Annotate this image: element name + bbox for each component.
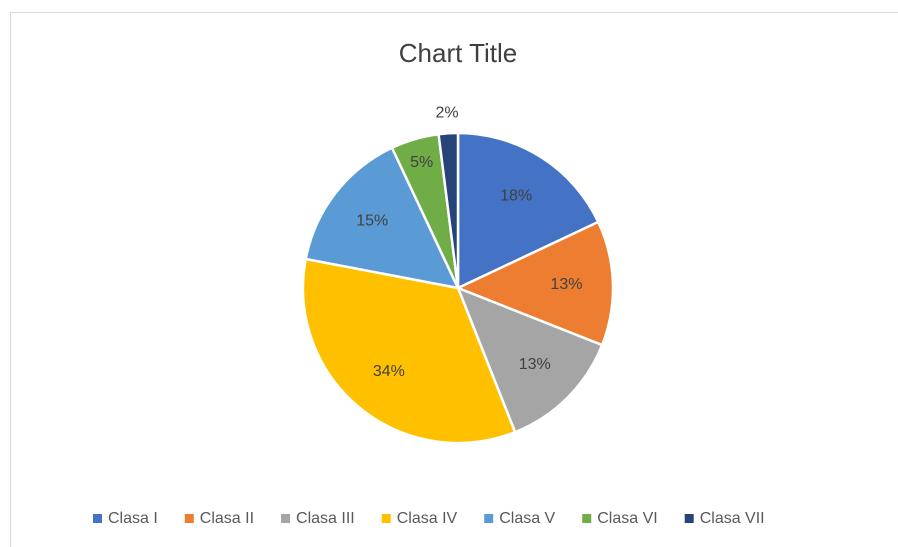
- data-label: 15%: [356, 213, 388, 230]
- legend-label: Clasa V: [499, 510, 555, 527]
- pie-slice: [437, 131, 460, 289]
- legend-label: Clasa I: [108, 510, 158, 527]
- pie-slice: [304, 146, 461, 290]
- pie-slice: [455, 285, 604, 434]
- legend-swatch: [281, 514, 291, 523]
- legend-label: Clasa IV: [397, 510, 458, 527]
- legend-swatch: [684, 514, 694, 523]
- legend-swatch: [582, 514, 592, 523]
- data-label: 2%: [435, 105, 458, 122]
- data-label: 5%: [410, 154, 433, 171]
- legend-swatch: [93, 514, 102, 523]
- legend-label: Clasa III: [296, 510, 355, 527]
- data-label: 13%: [550, 276, 582, 293]
- data-label: 13%: [519, 356, 551, 373]
- legend-swatch: [381, 514, 391, 523]
- pie-slice: [456, 131, 600, 290]
- data-label: 18%: [500, 188, 532, 205]
- legend-label: Clasa VII: [700, 510, 765, 527]
- legend-swatch: [484, 514, 494, 523]
- legend-label: Clasa VI: [597, 510, 657, 527]
- data-label: 34%: [373, 363, 405, 380]
- chart-title: Chart Title: [399, 38, 518, 68]
- legend-swatch: [184, 514, 194, 523]
- pie-slice: [454, 220, 615, 347]
- legend-label: Clasa II: [200, 510, 254, 527]
- pie-slice: [301, 257, 517, 445]
